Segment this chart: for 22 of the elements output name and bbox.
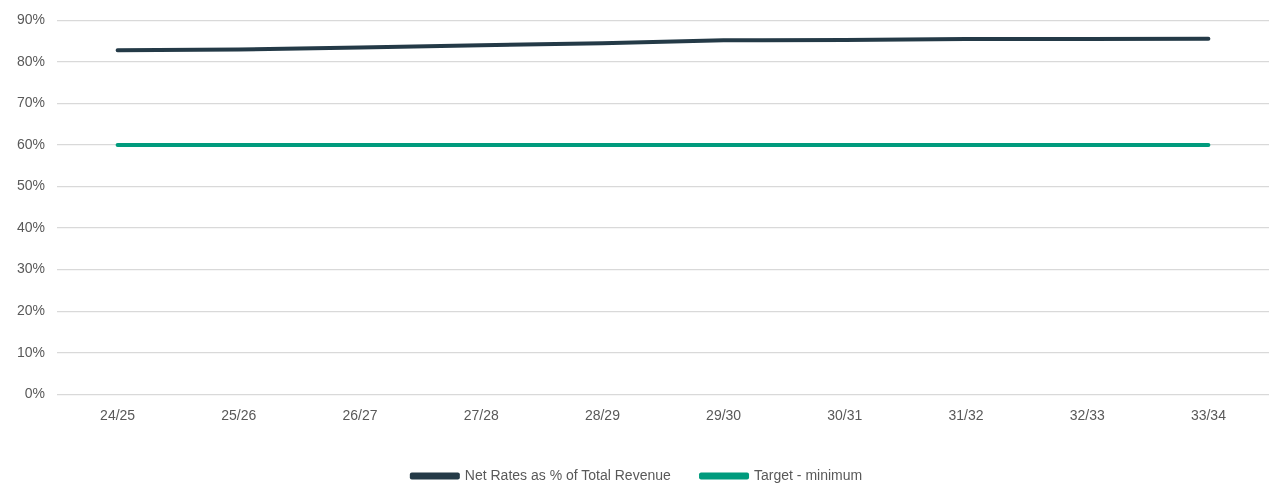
y-tick-label: 20% <box>16 301 46 318</box>
x-tick-label: 29/30 <box>706 407 742 424</box>
x-tick-label: 26/27 <box>342 407 378 424</box>
y-tick-label: 80% <box>16 52 46 69</box>
x-tick-label: 27/28 <box>463 407 499 424</box>
y-tick-label: 30% <box>16 260 46 277</box>
y-tick-label: 50% <box>16 177 46 194</box>
y-tick-label: 40% <box>16 218 46 235</box>
x-tick-label: 30/31 <box>827 407 863 424</box>
y-tick-label: 60% <box>16 135 46 152</box>
legend-label: Target - minimum <box>754 466 863 483</box>
y-tick-label: 90% <box>16 11 46 28</box>
legend-label: Net Rates as % of Total Revenue <box>464 466 672 483</box>
x-tick-label: 31/32 <box>948 407 984 424</box>
y-tick-label: 10% <box>16 343 46 360</box>
x-tick-label: 28/29 <box>584 407 621 424</box>
y-tick-label: 70% <box>16 94 46 111</box>
x-tick-label: 33/34 <box>1190 407 1227 424</box>
x-tick-label: 24/25 <box>100 407 136 424</box>
y-tick-label: 0% <box>24 385 46 402</box>
x-tick-label: 32/33 <box>1069 407 1105 424</box>
x-tick-label: 25/26 <box>221 407 257 424</box>
